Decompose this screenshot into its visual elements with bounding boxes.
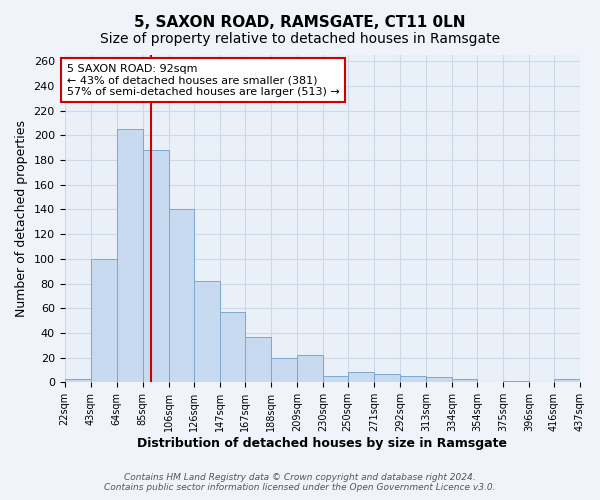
Text: 5, SAXON ROAD, RAMSGATE, CT11 0LN: 5, SAXON ROAD, RAMSGATE, CT11 0LN <box>134 15 466 30</box>
Bar <box>323 376 348 382</box>
Bar <box>426 378 452 382</box>
Bar <box>452 378 477 382</box>
Bar <box>374 374 400 382</box>
Text: 5 SAXON ROAD: 92sqm
← 43% of detached houses are smaller (381)
57% of semi-detac: 5 SAXON ROAD: 92sqm ← 43% of detached ho… <box>67 64 340 97</box>
Text: Size of property relative to detached houses in Ramsgate: Size of property relative to detached ho… <box>100 32 500 46</box>
Bar <box>143 150 169 382</box>
Bar <box>297 355 323 382</box>
Bar <box>194 281 220 382</box>
Bar <box>65 378 91 382</box>
Bar <box>503 381 529 382</box>
X-axis label: Distribution of detached houses by size in Ramsgate: Distribution of detached houses by size … <box>137 437 507 450</box>
Bar <box>91 259 116 382</box>
Bar <box>245 336 271 382</box>
Text: Contains HM Land Registry data © Crown copyright and database right 2024.
Contai: Contains HM Land Registry data © Crown c… <box>104 473 496 492</box>
Bar <box>116 129 143 382</box>
Bar <box>400 376 426 382</box>
Bar <box>271 358 297 382</box>
Bar <box>554 378 580 382</box>
Bar <box>220 312 245 382</box>
Y-axis label: Number of detached properties: Number of detached properties <box>15 120 28 317</box>
Bar <box>169 210 194 382</box>
Bar <box>348 372 374 382</box>
